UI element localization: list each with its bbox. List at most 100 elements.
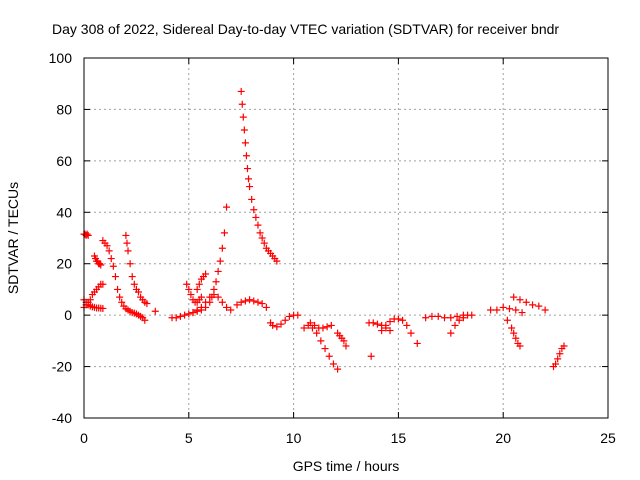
data-point — [552, 360, 560, 368]
data-point — [407, 329, 415, 337]
y-tick-label: -40 — [52, 410, 72, 426]
data-point — [250, 206, 258, 214]
data-point — [447, 329, 455, 337]
y-axis-label: SDTVAR / TECUs — [5, 182, 21, 294]
data-point — [109, 262, 117, 270]
data-point — [151, 307, 159, 315]
data-point — [126, 260, 134, 268]
data-point — [277, 320, 285, 328]
data-point — [367, 352, 375, 360]
data-point — [529, 301, 537, 309]
data-point — [84, 231, 92, 239]
data-point — [306, 319, 314, 327]
data-point — [269, 321, 277, 329]
data-point — [487, 306, 495, 314]
data-point — [246, 183, 254, 191]
data-point — [216, 257, 224, 265]
axis-ticks: 0 5 10 15 20 25 -40 -20 0 20 40 60 80 100 — [49, 50, 616, 446]
data-point — [499, 303, 507, 311]
data-point — [441, 314, 449, 322]
data-point — [185, 285, 193, 293]
data-point — [516, 296, 524, 304]
data-point — [83, 230, 91, 238]
data-point — [197, 293, 205, 301]
x-axis-label: GPS time / hours — [293, 458, 400, 474]
data-point — [118, 298, 126, 306]
data-point — [325, 352, 333, 360]
data-point — [185, 310, 193, 318]
data-point — [223, 303, 231, 311]
data-point — [193, 285, 201, 293]
data-point — [202, 303, 210, 311]
data-point — [193, 307, 201, 315]
x-tick-label: 15 — [391, 430, 407, 446]
data-point — [242, 152, 250, 160]
y-tick-label: 100 — [49, 50, 73, 66]
data-point — [256, 229, 264, 237]
data-point — [399, 316, 407, 324]
x-tick-label: 10 — [286, 430, 302, 446]
data-point — [554, 355, 562, 363]
data-point — [273, 323, 281, 331]
data-point — [373, 320, 381, 328]
data-point — [319, 324, 327, 332]
data-point — [195, 280, 203, 288]
data-point — [342, 342, 350, 350]
data-point — [241, 297, 249, 305]
data-point — [294, 311, 302, 319]
data-point — [141, 316, 149, 324]
grid — [84, 58, 608, 418]
data-point — [321, 345, 329, 353]
data-point — [143, 300, 151, 308]
data-point — [124, 247, 132, 255]
data-point — [202, 270, 210, 278]
data-point — [273, 257, 281, 265]
chart-title: Day 308 of 2022, Sidereal Day-to-day VTE… — [52, 21, 559, 37]
data-point — [327, 321, 335, 329]
data-point — [516, 342, 524, 350]
data-point — [254, 298, 262, 306]
data-point — [453, 312, 461, 320]
data-point — [508, 324, 516, 332]
data-point — [248, 195, 256, 203]
data-point — [206, 298, 214, 306]
data-point — [237, 298, 245, 306]
data-point — [428, 312, 436, 320]
data-point — [187, 291, 195, 299]
data-point — [386, 327, 394, 335]
data-point — [311, 321, 319, 329]
data-point — [130, 280, 138, 288]
data-point — [181, 311, 189, 319]
data-point — [240, 126, 248, 134]
data-point — [254, 221, 262, 229]
data-point — [323, 323, 331, 331]
data-point — [128, 273, 136, 281]
data-point — [281, 316, 289, 324]
x-tick-label: 25 — [600, 430, 616, 446]
data-point — [258, 300, 266, 308]
data-point — [560, 342, 568, 350]
data-point — [107, 255, 115, 263]
data-point — [510, 329, 518, 337]
data-point — [189, 309, 197, 317]
data-point — [218, 298, 226, 306]
data-point — [99, 304, 107, 312]
data-point — [103, 242, 111, 250]
data-point — [243, 165, 251, 173]
data-point — [241, 139, 249, 147]
data-point — [468, 311, 476, 319]
data-point — [434, 312, 442, 320]
data-point — [97, 261, 105, 269]
x-tick-label: 5 — [185, 430, 193, 446]
data-point — [300, 324, 308, 332]
data-point — [176, 312, 184, 320]
data-point — [262, 303, 270, 311]
data-point — [258, 234, 266, 242]
data-point — [218, 244, 226, 252]
data-point — [510, 293, 518, 301]
y-tick-label: 20 — [56, 256, 72, 272]
data-point — [378, 327, 386, 335]
data-point — [116, 293, 124, 301]
data-point — [512, 306, 520, 314]
